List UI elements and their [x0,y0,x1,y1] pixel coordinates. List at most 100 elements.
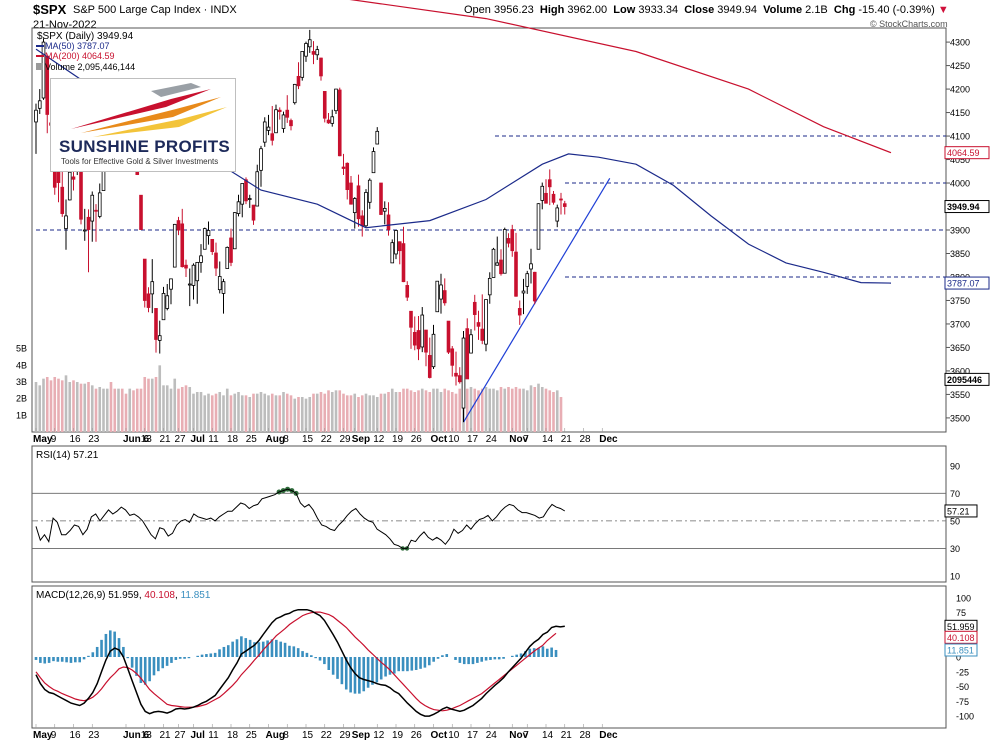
volume-bar [338,390,342,432]
x-tick-label: 7 [523,730,529,741]
volume-bar [375,397,379,432]
macd-histogram-bar [515,654,518,657]
x-tick-label: 28 [580,434,592,445]
volume-bar [372,395,375,432]
volume-bar [60,380,64,432]
candle-body [446,320,451,353]
candle-body [217,276,222,291]
price-tick-label: 4150 [950,108,970,118]
candle-body [285,109,290,118]
volume-bar [323,393,327,432]
candle-body [559,198,563,201]
volume-bar [199,392,203,432]
x-tick-label: 24 [486,434,498,445]
candle-body [502,229,507,274]
volume-bar [150,378,154,432]
volume-bar [533,387,537,432]
volume-bar [124,393,128,432]
volume-bar [233,393,237,432]
rsi-value-flag [944,504,978,518]
candle-body [180,223,185,268]
macd-histogram-bar [502,657,505,659]
volume-bar [83,383,87,432]
macd-histogram-bar [371,657,374,685]
candle-body [71,176,76,180]
ma200-line [349,0,892,154]
volume-bar [304,398,308,432]
ma50-line [35,48,892,284]
price-flag-label: 2095446 [947,375,982,385]
macd-histogram-bar [362,657,366,692]
candle-body [506,238,511,244]
macd-histogram-bar [244,638,248,657]
candle-body [360,215,365,227]
candle-body [491,248,496,278]
volume-bar [248,397,252,432]
volume-bar [90,385,94,432]
macd-histogram-bar [401,657,405,672]
volume-bar [143,377,147,432]
candle-body [94,209,98,212]
candle-body [292,83,297,104]
x-tick-label: 22 [321,730,333,741]
volume-bar [514,387,518,432]
x-tick-label: 10 [448,730,460,741]
volume-bar [364,393,368,432]
x-tick-label: Jun 6 [123,434,150,445]
macd-histogram-bar [170,657,173,663]
macd-histogram-bar [283,642,287,657]
volume-tick-label: 1B [16,410,27,420]
macd-histogram-bar [366,657,370,688]
volume-bar [480,388,484,432]
volume-bar [252,393,255,432]
legend-volume: Volume 2,095,446,144 [45,62,135,72]
x-tick-label: 29 [340,730,352,741]
candle-body [457,375,462,383]
macd-histogram-bar [222,646,226,657]
candle-body [195,262,200,282]
volume-bar [87,382,90,432]
macd-histogram-bar [161,657,165,669]
volume-bar [552,392,555,432]
candle-body [221,281,226,294]
macd-histogram-bar [279,641,283,657]
volume-bar [349,395,353,432]
macd-histogram-bar [353,657,357,694]
volume-bar [432,388,435,432]
stockcharts-credit: © StockCharts.com [870,19,948,29]
volume-bar [510,388,514,432]
candle-body [311,51,316,55]
macd-histogram-bar [200,654,204,657]
x-tick-label: 13 [141,730,153,741]
macd-legend: MACD(12,26,9) 51.959, 40.108, 11.851 [36,590,211,601]
macd-line [35,608,565,717]
candle-body [289,120,293,127]
candle-body [82,229,87,232]
x-tick-label: 9 [51,730,57,741]
macd-histogram-bar [528,648,532,657]
macd-histogram-bar [480,657,484,662]
x-tick-label: 24 [486,730,498,741]
volume-bar [330,392,334,432]
candle-body [97,192,102,217]
candle-body [349,182,353,205]
legend-price: $SPX (Daily) 3949.94 [37,31,134,42]
macd-histogram-bar [309,655,313,657]
macd-histogram-bar [323,657,326,665]
candle-body [259,148,263,171]
candle-body [352,198,357,214]
macd-signal-line [35,611,557,712]
x-tick-label: 25 [246,730,258,741]
volume-bar [105,388,109,432]
macd-tick-label: 0 [956,653,961,663]
volume-tick-label: 3B [16,377,27,387]
macd-histogram-bar [148,657,151,682]
candle-body [146,293,151,308]
price-tick-label: 3750 [950,296,970,306]
x-tick-label: 7 [523,434,529,445]
volume-bar [38,385,42,432]
candle-body [442,290,447,304]
symbol: $SPX [33,2,67,17]
volume-bar [53,377,57,432]
candle-body [367,179,372,203]
